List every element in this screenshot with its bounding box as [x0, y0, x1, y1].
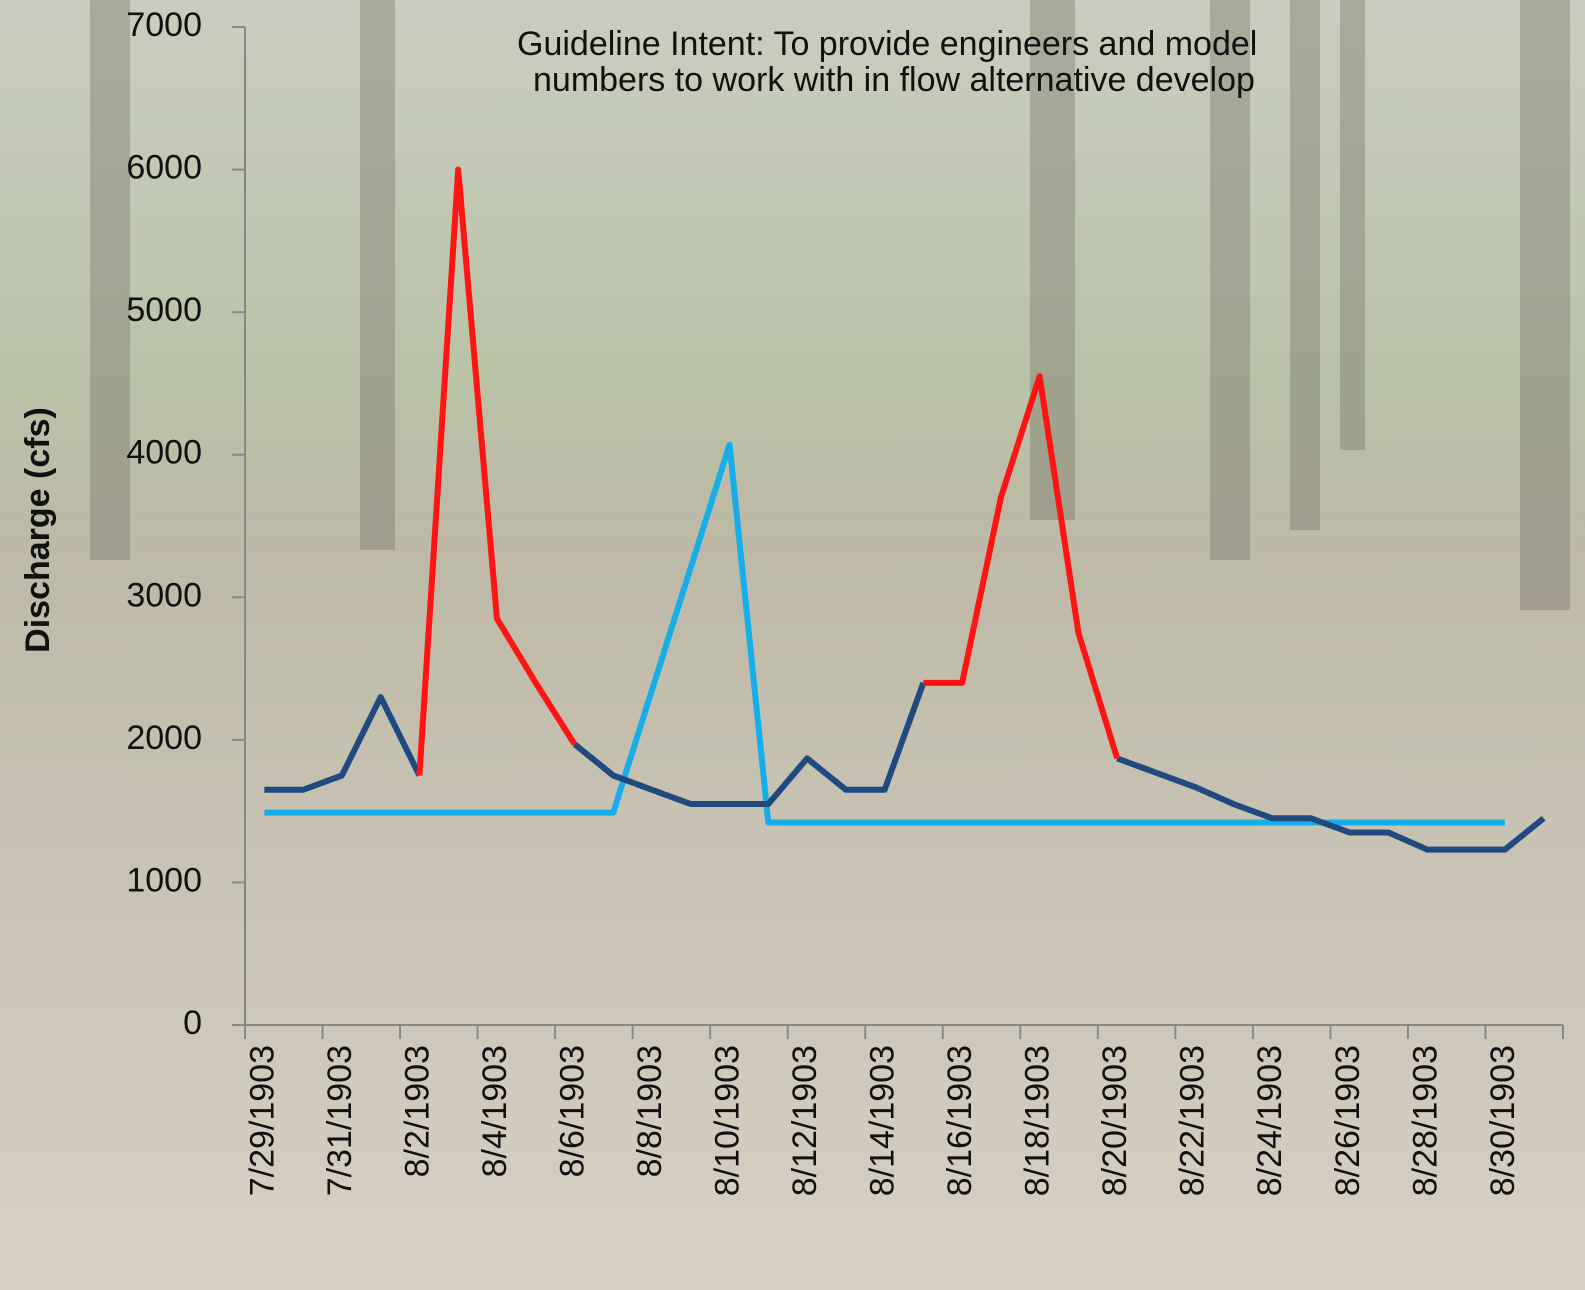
chart-title: Guideline Intent: To provide engineers a…	[517, 25, 1257, 63]
x-tick-label: 8/26/1903	[1329, 1045, 1367, 1196]
y-axis-label: Discharge (cfs)	[19, 407, 57, 653]
x-tick-label: 8/30/1903	[1484, 1045, 1522, 1196]
x-tick-label: 8/4/1903	[476, 1045, 514, 1177]
x-tick-label: 8/2/1903	[398, 1045, 436, 1177]
y-tick-label: 5000	[126, 291, 202, 329]
series-line	[264, 681, 1546, 853]
x-tick-label: 7/31/1903	[321, 1045, 359, 1196]
y-tick-label: 0	[183, 1004, 202, 1042]
x-tick-label: 8/6/1903	[553, 1045, 591, 1177]
x-tick-label: 8/10/1903	[709, 1045, 747, 1196]
series-line	[264, 441, 1505, 826]
x-tick-label: 8/12/1903	[786, 1045, 824, 1196]
x-tick-label: 8/24/1903	[1251, 1045, 1289, 1196]
series-line	[416, 166, 1121, 776]
x-tick-label: 8/22/1903	[1174, 1045, 1212, 1196]
chart-title: numbers to work with in flow alternative…	[533, 61, 1255, 99]
y-tick-label: 6000	[126, 149, 202, 187]
x-tick-label: 8/18/1903	[1019, 1045, 1057, 1196]
x-tick-label: 8/8/1903	[631, 1045, 669, 1177]
x-tick-label: 8/14/1903	[864, 1045, 902, 1196]
y-tick-label: 7000	[126, 6, 202, 44]
x-tick-label: 8/16/1903	[941, 1045, 979, 1196]
x-tick-label: 8/28/1903	[1406, 1045, 1444, 1196]
x-tick-label: 8/20/1903	[1096, 1045, 1134, 1196]
y-tick-label: 1000	[126, 861, 202, 899]
x-tick-label: 7/29/1903	[243, 1045, 281, 1196]
y-tick-label: 2000	[126, 719, 202, 757]
tree-trunks	[90, 0, 1570, 610]
y-tick-label: 3000	[126, 576, 202, 614]
y-tick-label: 4000	[126, 434, 202, 472]
